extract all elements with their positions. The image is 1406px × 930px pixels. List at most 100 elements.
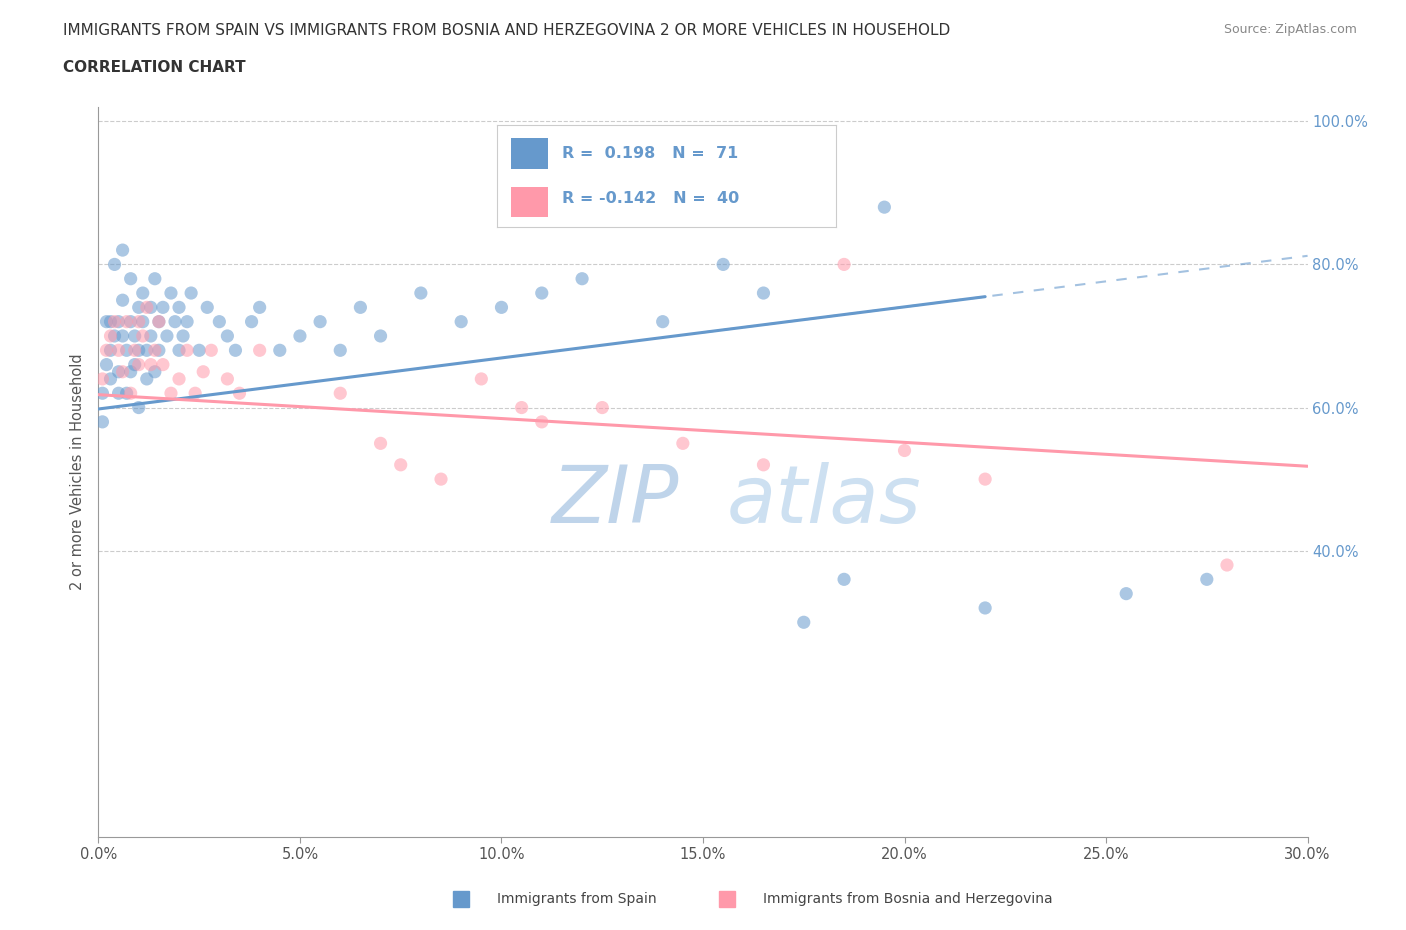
Point [107,386,129,401]
Point [832,257,855,272]
Point [974,601,997,616]
Point [409,286,432,300]
Point [893,443,915,458]
Point [96,357,118,372]
Point [167,299,190,314]
Point [160,286,183,300]
Point [111,365,134,379]
Point [96,314,118,329]
Point [100,314,122,329]
Point [115,343,138,358]
Point [249,299,271,314]
Point [188,343,211,358]
Point [120,272,142,286]
Point [510,400,533,415]
Point [793,615,815,630]
Point [591,400,613,415]
Point [139,328,162,343]
Point [135,371,157,386]
Point [111,243,134,258]
Point [139,299,162,314]
Point [167,371,190,386]
Point [128,343,150,358]
Point [100,328,122,343]
Point [329,343,352,358]
Y-axis label: 2 or more Vehicles in Household: 2 or more Vehicles in Household [70,353,86,591]
Point [120,386,142,401]
Text: ZIP: ZIP [551,462,679,540]
Point [430,472,453,486]
Point [107,343,129,358]
Point [120,314,142,329]
Point [107,314,129,329]
Point [91,386,114,401]
Point [167,343,190,358]
Point [329,386,352,401]
Point [91,371,114,386]
Point [180,286,202,300]
Point [1115,586,1137,601]
Point [176,314,198,329]
Text: Source: ZipAtlas.com: Source: ZipAtlas.com [1223,23,1357,36]
Point [184,386,207,401]
Point [208,314,231,329]
Point [135,343,157,358]
Text: atlas: atlas [727,462,922,540]
Text: Immigrants from Bosnia and Herzegovina: Immigrants from Bosnia and Herzegovina [763,892,1053,906]
Point [132,314,155,329]
Point [128,314,150,329]
Point [132,328,155,343]
Point [172,328,194,343]
Point [107,365,129,379]
Point [1216,558,1239,573]
Point [193,365,215,379]
Point [832,572,855,587]
Point [128,357,150,372]
Point [450,314,472,329]
Point [711,257,734,272]
Point [217,328,239,343]
Point [120,365,142,379]
Point [288,328,311,343]
Point [370,328,392,343]
Point [672,436,695,451]
Point [103,257,125,272]
Point [115,386,138,401]
Point [91,415,114,430]
Point [124,343,146,358]
Point [470,371,492,386]
Point [132,286,155,300]
Text: CORRELATION CHART: CORRELATION CHART [63,60,246,75]
Point [269,343,291,358]
Point [143,365,166,379]
Point [156,328,179,343]
Point [135,299,157,314]
Point [124,357,146,372]
Point [873,200,896,215]
Point [111,328,134,343]
Point [128,299,150,314]
Point [100,343,122,358]
Text: Immigrants from Spain: Immigrants from Spain [498,892,657,906]
Point [195,299,218,314]
Point [217,371,239,386]
Point [651,314,673,329]
Point [752,458,775,472]
Point [115,314,138,329]
Point [96,343,118,358]
Point [148,314,170,329]
Point [1195,572,1218,587]
Point [100,371,122,386]
Point [530,286,553,300]
Point [128,400,150,415]
Point [103,328,125,343]
Point [152,299,174,314]
Point [240,314,263,329]
Point [111,293,134,308]
Point [160,386,183,401]
Point [200,343,222,358]
Point [143,343,166,358]
Point [163,314,186,329]
Point [228,386,250,401]
Text: IMMIGRANTS FROM SPAIN VS IMMIGRANTS FROM BOSNIA AND HERZEGOVINA 2 OR MORE VEHICL: IMMIGRANTS FROM SPAIN VS IMMIGRANTS FROM… [63,23,950,38]
